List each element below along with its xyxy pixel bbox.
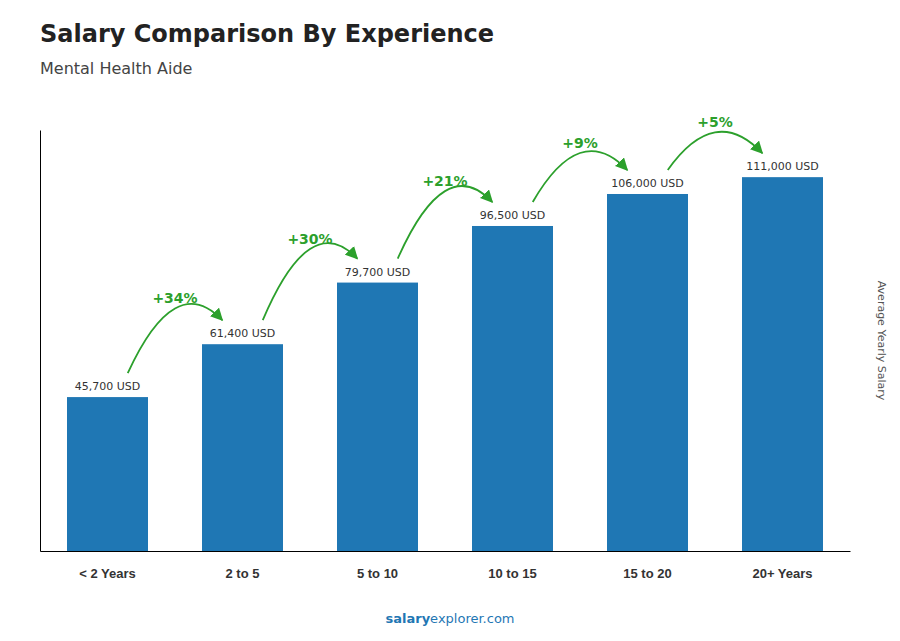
y-axis-title: Average Yearly Salary <box>875 281 888 401</box>
change-arc <box>533 151 628 202</box>
change-label: +5% <box>697 114 733 130</box>
chart: Salary Comparison By Experience Mental He… <box>0 0 900 641</box>
bar <box>607 194 688 551</box>
x-tick-label: < 2 Years <box>79 566 136 581</box>
y-axis-line <box>40 131 41 552</box>
bars <box>67 177 823 551</box>
change-arc <box>263 243 358 320</box>
x-axis-line <box>41 551 851 552</box>
change-arc <box>668 132 763 170</box>
watermark-part: explorer.com <box>430 611 514 626</box>
change-label: +21% <box>422 173 467 189</box>
x-tick-label: 10 to 15 <box>488 566 536 581</box>
x-tick: 15 to 20 <box>623 566 671 581</box>
change-label: +9% <box>562 135 598 151</box>
bar <box>67 397 148 551</box>
data-label: 96,500 USD <box>480 209 546 222</box>
change-label: +34% <box>152 290 197 306</box>
data-label: 79,700 USD <box>345 266 411 279</box>
x-tick: < 2 Years <box>79 566 136 581</box>
data-label: 106,000 USD <box>611 177 684 190</box>
change-arc <box>128 304 223 373</box>
subtitle: Mental Health Aide <box>40 59 192 78</box>
data-label: 45,700 USD <box>75 380 141 393</box>
annotations: +34% +30% +21% +9% +5% <box>128 114 763 373</box>
change-label: +30% <box>287 231 332 247</box>
x-tick-label: 15 to 20 <box>623 566 671 581</box>
watermark: salaryexplorer.com <box>385 611 514 626</box>
bar <box>337 283 418 551</box>
x-tick: 5 to 10 <box>357 566 398 581</box>
data-labels: 45,700 USD 61,400 USD 79,700 USD 96,500 USD… <box>75 160 819 393</box>
x-tick: 2 to 5 <box>226 566 260 581</box>
watermark-part: salary <box>385 611 430 626</box>
x-tick: 10 to 15 <box>488 566 536 581</box>
x-axis: < 2 Years 2 to 5 5 to 10 10 to 15 15 to 20 20… <box>41 552 851 582</box>
y-axis <box>40 131 41 552</box>
data-label: 111,000 USD <box>746 160 819 173</box>
change-arc <box>398 186 493 259</box>
x-tick: 20+ Years <box>752 566 812 581</box>
x-tick-label: 5 to 10 <box>357 566 398 581</box>
bar <box>742 177 823 551</box>
bar <box>472 226 553 551</box>
title: Salary Comparison By Experience <box>40 20 494 48</box>
bar <box>202 344 283 551</box>
x-tick-label: 20+ Years <box>752 566 812 581</box>
data-label: 61,400 USD <box>210 327 276 340</box>
x-tick-label: 2 to 5 <box>226 566 260 581</box>
